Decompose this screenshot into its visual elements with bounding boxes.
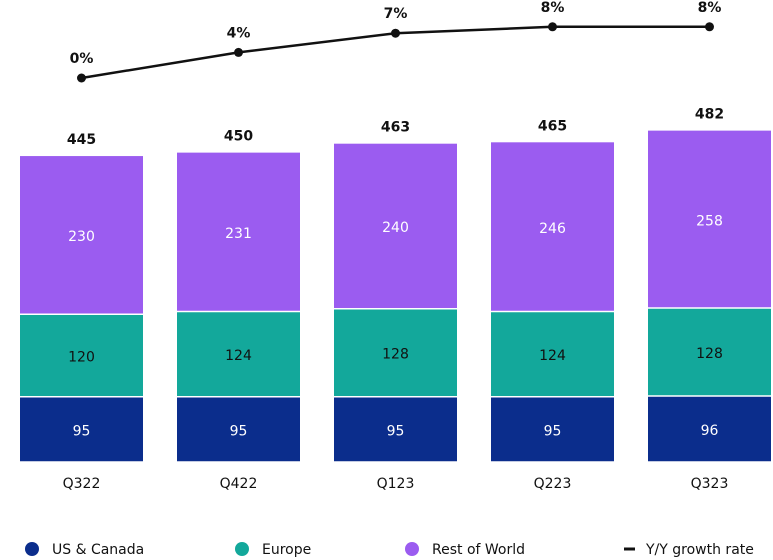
- legend-swatch: [405, 542, 419, 556]
- legend-swatch: [235, 542, 249, 556]
- legend-label: Y/Y growth rate: [645, 542, 754, 558]
- x-tick-label: Q323: [691, 476, 729, 492]
- segment-label: 95: [230, 423, 248, 439]
- legend-label: US & Canada: [52, 542, 144, 558]
- bar-segment: [491, 311, 614, 397]
- growth-point: [77, 73, 86, 83]
- bar-segment: [491, 396, 614, 462]
- growth-point: [548, 22, 557, 32]
- segment-label: 128: [696, 346, 723, 362]
- total-label: 482: [695, 107, 724, 123]
- bar-segment: [648, 308, 771, 396]
- segment-label: 240: [382, 220, 409, 236]
- total-label: 445: [67, 132, 96, 148]
- segment-label: 258: [696, 213, 723, 229]
- bar-segment: [491, 142, 614, 312]
- growth-label: 7%: [384, 6, 408, 22]
- segment-label: 128: [382, 347, 409, 363]
- bar-segment: [334, 396, 457, 462]
- segment-label: 95: [544, 423, 562, 439]
- legend-label: Rest of World: [432, 542, 525, 558]
- bar-segment: [177, 311, 300, 397]
- segment-label: 124: [225, 348, 252, 364]
- x-tick-label: Q422: [220, 476, 258, 492]
- bar-segment: [20, 396, 143, 462]
- growth-label: 8%: [541, 0, 565, 16]
- segment-label: 231: [225, 226, 252, 242]
- bar-segment: [334, 143, 457, 309]
- growth-point: [234, 47, 243, 57]
- total-label: 463: [381, 120, 410, 136]
- growth-label: 0%: [70, 51, 94, 67]
- bar-segment: [648, 396, 771, 462]
- segment-label: 95: [387, 423, 405, 439]
- bar-segment: [334, 308, 457, 397]
- segment-label: 124: [539, 348, 566, 364]
- growth-point: [705, 22, 714, 32]
- segment-label: 120: [68, 349, 95, 365]
- segment-label: 95: [73, 423, 91, 439]
- growth-point: [391, 28, 400, 38]
- bar-segment: [648, 130, 771, 308]
- segment-label: 96: [701, 423, 719, 439]
- segment-label: 246: [539, 221, 566, 237]
- bar-segment: [20, 314, 143, 397]
- bar-segment: [177, 396, 300, 462]
- x-tick-label: Q223: [534, 476, 572, 492]
- x-tick-label: Q123: [377, 476, 415, 492]
- total-label: 465: [538, 118, 567, 134]
- legend-swatch: [25, 542, 39, 556]
- bar-segment: [20, 156, 143, 315]
- growth-label: 4%: [227, 25, 251, 41]
- growth-label: 8%: [698, 0, 722, 16]
- bar-segment: [177, 152, 300, 312]
- x-tick-label: Q322: [63, 476, 101, 492]
- legend-label: Europe: [262, 542, 311, 558]
- segment-label: 230: [68, 229, 95, 245]
- total-label: 450: [224, 129, 253, 145]
